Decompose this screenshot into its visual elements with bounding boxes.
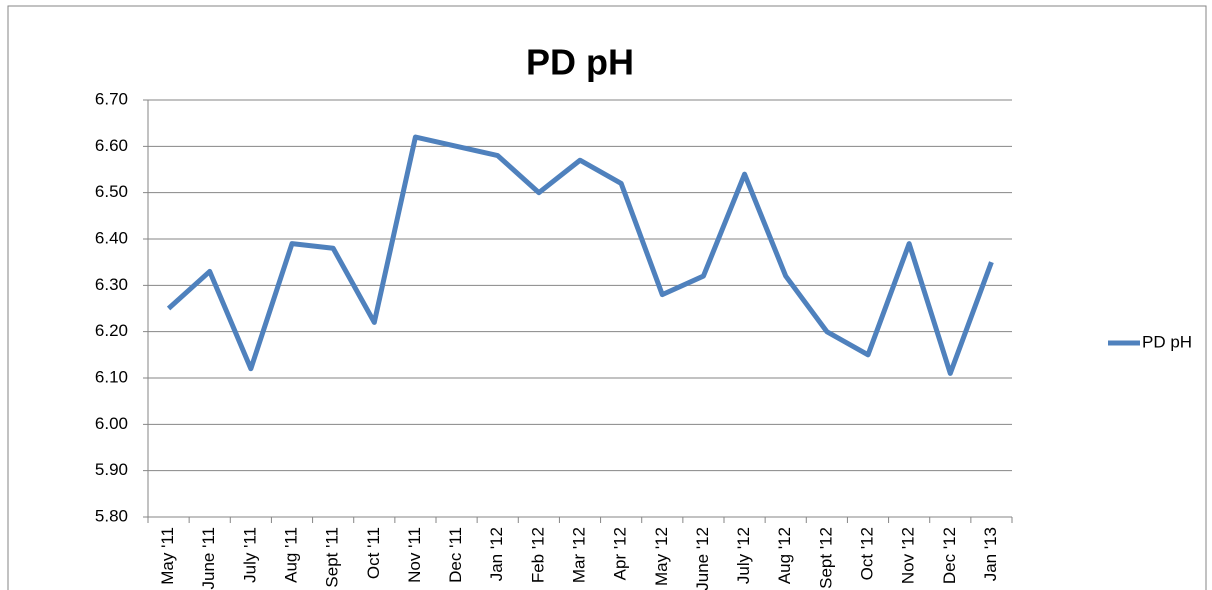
x-tick-label: Jan '13 (981, 527, 1000, 581)
x-tick-label: May '11 (158, 527, 177, 585)
line-series (166, 134, 994, 376)
x-tick-label: Oct '12 (857, 527, 876, 580)
x-tick-label: May '12 (652, 527, 671, 586)
x-tick-label: Oct '11 (364, 527, 383, 579)
x-tick-label: July '12 (734, 527, 753, 584)
y-tick-label: 5.80 (95, 506, 128, 525)
x-tick-label: Aug '11 (281, 527, 300, 583)
y-tick-label: 6.30 (95, 275, 128, 294)
x-tick-label: Sept '12 (816, 527, 835, 589)
x-tick-label: Aug '12 (775, 527, 794, 584)
chart-border (7, 5, 1207, 590)
x-tick-label: June '12 (693, 527, 712, 590)
y-tick-label: 6.50 (95, 182, 128, 201)
x-tick-label: Dec '11 (446, 527, 465, 583)
x-tick-label: Mar '12 (569, 527, 588, 583)
x-tick-label: Dec '12 (940, 527, 959, 584)
x-tick-label: Jan '12 (487, 527, 506, 581)
x-tick-label: July '11 (240, 527, 259, 583)
y-tick-label: 5.90 (95, 460, 128, 479)
legend-label: PD pH (1142, 332, 1192, 351)
x-tick-label: Nov '11 (405, 527, 424, 583)
x-tick-label: June '11 (199, 527, 218, 589)
y-tick-label: 6.00 (95, 414, 128, 433)
y-tick-label: 6.10 (95, 367, 128, 386)
x-tick-label: Apr '12 (611, 527, 630, 580)
y-tick-label: 6.60 (95, 136, 128, 155)
x-tick-label: Feb '12 (528, 527, 547, 583)
y-tick-label: 6.20 (95, 321, 128, 340)
x-tick-label: Nov '12 (899, 527, 918, 584)
y-tick-label: 6.40 (95, 228, 128, 247)
y-tick-label: 6.70 (95, 89, 128, 108)
x-tick-label: Sept '11 (323, 527, 342, 588)
chart-title: PD pH (526, 42, 634, 83)
